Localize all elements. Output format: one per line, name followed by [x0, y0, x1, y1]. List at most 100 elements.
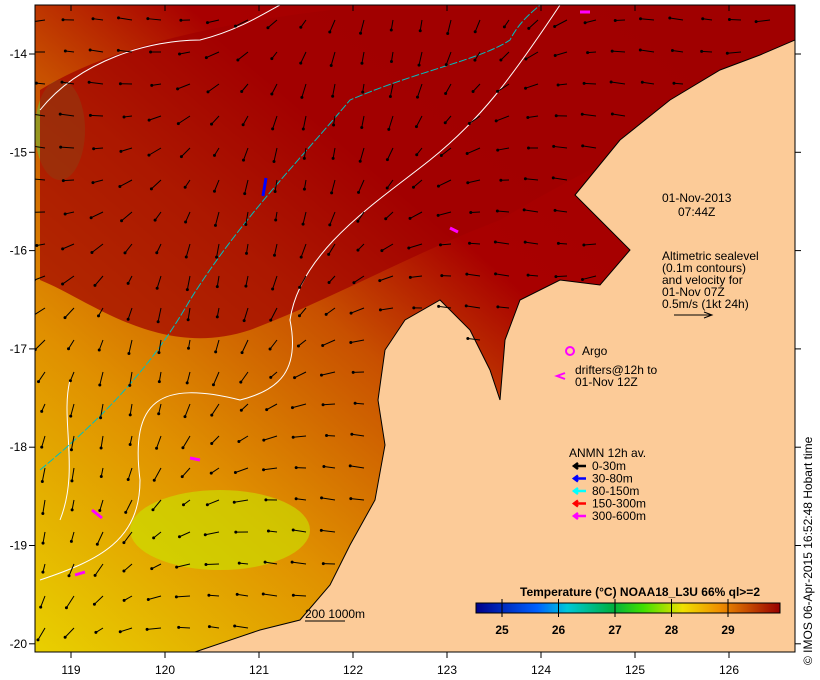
velocity-arrow	[65, 211, 75, 215]
velocity-arrowhead	[437, 304, 441, 308]
velocity-arrow	[151, 179, 162, 190]
velocity-arrowhead	[670, 48, 674, 52]
velocity-arrow	[69, 371, 75, 381]
velocity-arrowhead	[58, 112, 62, 116]
velocity-arrowhead	[70, 479, 74, 483]
velocity-arrow	[214, 179, 220, 192]
velocity-arrowhead	[40, 409, 44, 413]
colorbar-tick-label: 29	[721, 623, 735, 637]
velocity-arrow	[89, 81, 104, 85]
velocity-arrowhead	[329, 63, 333, 67]
velocity-arrow	[293, 435, 307, 438]
colorbar-ticks: 25 26 27 28 29	[495, 599, 735, 637]
velocity-arrow	[299, 307, 307, 317]
velocity-arrowhead	[35, 243, 39, 247]
velocity-arrowhead	[207, 625, 211, 629]
velocity-arrowhead	[210, 122, 214, 126]
depth-arrow-icon	[571, 487, 586, 495]
velocity-arrow	[322, 339, 336, 346]
velocity-arrowhead	[126, 317, 130, 321]
velocity-arrow	[66, 595, 75, 609]
map-frame	[34, 4, 796, 653]
velocity-arrowhead	[291, 593, 295, 597]
velocity-arrow	[62, 243, 75, 250]
velocity-arrow	[269, 339, 278, 350]
velocity-arrowhead	[270, 57, 274, 61]
velocity-arrow	[302, 115, 307, 130]
velocity-arrowhead	[212, 189, 216, 193]
velocity-arrow	[466, 305, 481, 309]
velocity-arrowhead	[407, 246, 411, 250]
velocity-arrow	[357, 211, 365, 222]
velocity-arrowhead	[215, 255, 219, 259]
argo-label: Argo	[582, 344, 608, 358]
velocity-arrow	[438, 305, 452, 309]
velocity-arrowhead	[499, 58, 503, 62]
velocity-arrowhead	[408, 216, 412, 220]
velocity-arrow	[332, 83, 336, 97]
map-date: 01-Nov-2013	[662, 191, 732, 205]
velocity-arrowhead	[294, 466, 298, 470]
velocity-arrow	[325, 307, 336, 315]
velocity-arrowhead	[70, 508, 74, 512]
velocity-arrow	[93, 147, 104, 150]
velocity-arrow	[673, 82, 684, 85]
lon-tick-label: 123	[437, 663, 457, 677]
velocity-arrowhead	[495, 89, 499, 93]
velocity-arrow	[100, 403, 104, 418]
velocity-arrow	[584, 19, 597, 24]
velocity-arrowhead	[122, 115, 126, 119]
velocity-arrow	[186, 275, 191, 290]
velocity-arrow	[553, 145, 568, 149]
velocity-arrow	[323, 465, 336, 469]
velocity-arrowhead	[294, 497, 298, 501]
velocity-arrow	[94, 275, 104, 286]
velocity-arrowhead	[467, 122, 471, 126]
velocity-arrowhead	[69, 539, 73, 543]
velocity-arrowhead	[269, 375, 273, 379]
velocity-arrowhead	[322, 464, 326, 468]
note-line: 0.5m/s (1kt 24h)	[662, 297, 749, 311]
velocity-arrowhead	[443, 121, 447, 125]
velocity-arrowhead	[523, 177, 527, 181]
velocity-arrow	[205, 531, 220, 536]
velocity-arrow	[467, 179, 481, 184]
velocity-arrowhead	[146, 598, 150, 602]
velocity-arrowhead	[299, 61, 303, 65]
velocity-arrowhead	[353, 401, 357, 405]
velocity-arrowhead	[176, 87, 180, 91]
velocity-arrow	[360, 19, 365, 34]
velocity-arrowhead	[152, 536, 156, 540]
velocity-arrow	[333, 115, 336, 126]
velocity-arrowhead	[328, 30, 332, 34]
velocity-arrow	[445, 51, 452, 65]
velocity-arrowhead	[271, 127, 275, 131]
velocity-arrowhead	[37, 380, 41, 384]
velocity-arrow	[525, 241, 539, 245]
velocity-arrow	[41, 435, 46, 448]
velocity-arrow	[390, 51, 394, 62]
velocity-arrowhead	[554, 275, 558, 279]
velocity-arrow	[466, 147, 481, 155]
velocity-arrowhead	[150, 567, 154, 571]
velocity-arrowhead	[128, 442, 132, 446]
velocity-arrowhead	[98, 383, 102, 387]
velocity-arrow	[528, 19, 539, 29]
velocity-arrow	[123, 531, 133, 543]
velocity-arrowhead	[553, 208, 557, 212]
velocity-arrowhead	[582, 243, 586, 247]
velocity-arrowhead	[92, 147, 96, 151]
velocity-arrow	[418, 51, 423, 66]
velocity-arrowhead	[439, 153, 443, 157]
velocity-arrow	[303, 179, 307, 190]
velocity-arrow	[37, 627, 46, 641]
velocity-arrow	[440, 243, 452, 246]
velocity-arrow	[92, 18, 104, 21]
velocity-arrow	[470, 211, 481, 214]
velocity-arrowhead	[271, 287, 275, 291]
velocity-arrow	[123, 563, 133, 572]
velocity-arrowhead	[120, 219, 124, 223]
velocity-arrowhead	[273, 190, 277, 194]
velocity-arrow	[245, 275, 249, 287]
velocity-arrowhead	[147, 153, 151, 157]
